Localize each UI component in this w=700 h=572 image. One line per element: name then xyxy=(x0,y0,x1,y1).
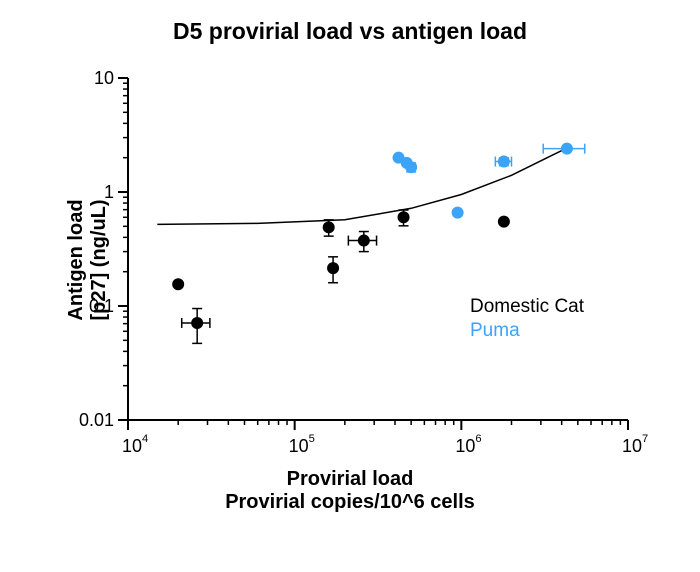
svg-text:10: 10 xyxy=(455,436,475,456)
svg-text:4: 4 xyxy=(142,433,148,445)
legend-puma: Puma xyxy=(470,320,520,342)
svg-text:10: 10 xyxy=(622,436,642,456)
svg-text:10: 10 xyxy=(122,436,142,456)
svg-text:0.1: 0.1 xyxy=(89,296,114,316)
plot-svg: 1041051061070.010.1110 xyxy=(68,68,688,480)
svg-text:5: 5 xyxy=(309,433,315,445)
legend-domestic-cat: Domestic Cat xyxy=(470,296,584,318)
svg-text:0.01: 0.01 xyxy=(79,410,114,430)
plot-area: 1041051061070.010.1110 Domestic Cat Puma xyxy=(128,78,628,420)
svg-text:10: 10 xyxy=(94,68,114,88)
svg-text:10: 10 xyxy=(289,436,309,456)
svg-text:1: 1 xyxy=(104,182,114,202)
svg-text:7: 7 xyxy=(642,433,648,445)
svg-text:6: 6 xyxy=(475,433,481,445)
chart-title: D5 provirial load vs antigen load xyxy=(0,18,700,45)
